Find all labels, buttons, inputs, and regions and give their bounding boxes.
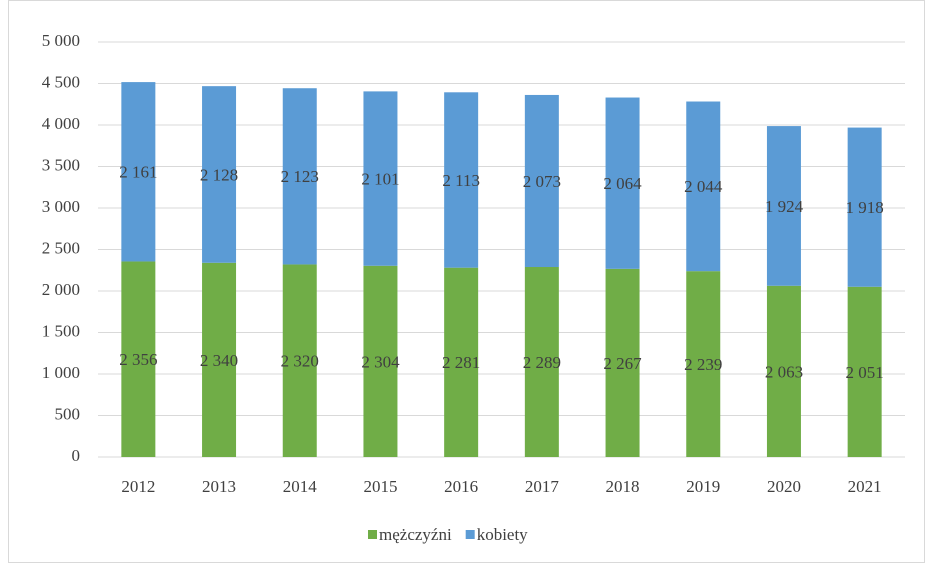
x-tick-label: 2015 bbox=[363, 477, 397, 496]
x-tick-label: 2020 bbox=[767, 477, 801, 496]
y-tick-label: 2 500 bbox=[42, 238, 80, 257]
data-label: 2 267 bbox=[603, 354, 642, 373]
legend-swatch bbox=[465, 530, 475, 539]
y-tick-label: 500 bbox=[55, 404, 81, 423]
bar-segment bbox=[847, 127, 882, 287]
data-label: 2 123 bbox=[281, 167, 319, 186]
data-label: 2 304 bbox=[361, 352, 400, 371]
data-label: 1 918 bbox=[846, 198, 884, 217]
data-label: 2 281 bbox=[442, 353, 480, 372]
bar-segment bbox=[605, 97, 640, 269]
y-tick-label: 3 000 bbox=[42, 197, 80, 216]
y-tick-label: 5 000 bbox=[42, 31, 80, 50]
x-tick-label: 2016 bbox=[444, 477, 478, 496]
data-label: 2 239 bbox=[684, 355, 722, 374]
bar-segment bbox=[766, 126, 801, 286]
bar-segment bbox=[605, 268, 640, 457]
bar-segment bbox=[363, 91, 398, 266]
y-tick-label: 2 000 bbox=[42, 280, 80, 299]
x-tick-label: 2017 bbox=[525, 477, 560, 496]
bar-segment bbox=[202, 86, 237, 263]
bar-segment bbox=[444, 92, 479, 268]
bar-segment bbox=[282, 264, 317, 457]
data-label: 2 064 bbox=[603, 174, 642, 193]
x-tick-label: 2019 bbox=[686, 477, 720, 496]
bar-segment bbox=[121, 261, 156, 457]
bar-segment bbox=[524, 267, 559, 457]
data-label: 2 340 bbox=[200, 351, 238, 370]
bar-segment bbox=[282, 88, 317, 265]
data-label: 2 128 bbox=[200, 165, 238, 184]
bar-segment bbox=[686, 101, 721, 272]
data-label: 2 044 bbox=[684, 177, 723, 196]
x-tick-label: 2014 bbox=[283, 477, 318, 496]
bar-segment bbox=[847, 286, 882, 457]
data-label: 2 051 bbox=[846, 363, 884, 382]
data-label: 2 289 bbox=[523, 353, 561, 372]
bar-segment bbox=[766, 285, 801, 457]
x-tick-label: 2012 bbox=[121, 477, 155, 496]
bar-segment bbox=[121, 82, 156, 262]
legend-label: kobiety bbox=[477, 525, 528, 544]
y-tick-label: 1 000 bbox=[42, 363, 80, 382]
data-label: 1 924 bbox=[765, 197, 804, 216]
bar-segment bbox=[444, 267, 479, 457]
data-label: 2 063 bbox=[765, 362, 803, 381]
y-tick-label: 4 500 bbox=[42, 72, 80, 91]
legend-swatch bbox=[368, 530, 377, 539]
data-label: 2 161 bbox=[119, 163, 157, 182]
data-label: 2 113 bbox=[442, 171, 480, 190]
x-tick-label: 2018 bbox=[606, 477, 640, 496]
data-label: 2 320 bbox=[281, 352, 319, 371]
bar-segment bbox=[686, 271, 721, 457]
y-tick-label: 4 000 bbox=[42, 114, 80, 133]
data-label: 2 101 bbox=[361, 169, 399, 188]
y-tick-label: 3 500 bbox=[42, 155, 80, 174]
bar-segment bbox=[363, 265, 398, 457]
y-tick-label: 0 bbox=[72, 446, 81, 465]
y-tick-label: 1 500 bbox=[42, 321, 80, 340]
data-label: 2 073 bbox=[523, 172, 561, 191]
legend-label: mężczyźni bbox=[379, 525, 452, 544]
data-label: 2 356 bbox=[119, 350, 157, 369]
bar-segment bbox=[202, 262, 237, 457]
x-tick-label: 2013 bbox=[202, 477, 236, 496]
bar-segment bbox=[524, 94, 559, 268]
x-tick-label: 2021 bbox=[848, 477, 882, 496]
